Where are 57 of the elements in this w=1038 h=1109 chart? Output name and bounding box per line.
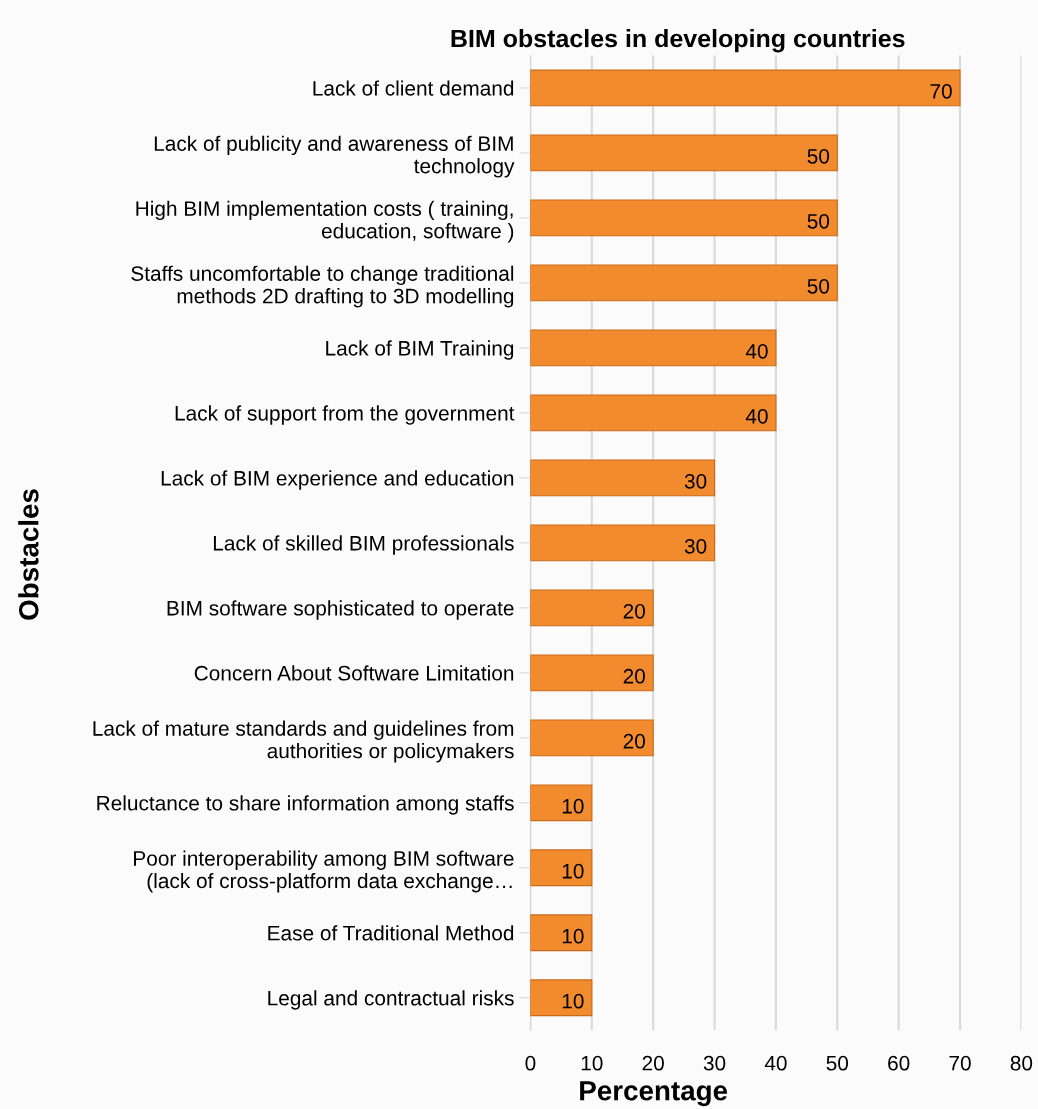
x-tick-label: 20 xyxy=(642,1055,664,1071)
y-tick-label: Lack of skilled BIM professionals xyxy=(213,535,514,555)
data-label: 70 xyxy=(930,83,952,99)
data-label: 40 xyxy=(745,408,768,424)
data-label: 30 xyxy=(684,473,707,489)
bar xyxy=(530,394,777,432)
y-tick-label: High BIM implementation costs ( training, education, software ) xyxy=(136,200,514,243)
x-tick-label: 30 xyxy=(703,1055,726,1071)
data-label: 20 xyxy=(623,733,645,749)
bar xyxy=(530,524,716,562)
y-tick-label: Reluctance to share information among staffs xyxy=(97,795,514,815)
y-tick-label: Ease of Traditional Method xyxy=(268,925,514,941)
x-tick-label: 50 xyxy=(826,1055,849,1071)
bar xyxy=(530,849,593,887)
bar xyxy=(530,329,777,367)
data-label: 20 xyxy=(623,668,645,684)
bar xyxy=(530,784,593,822)
data-label: 30 xyxy=(684,538,707,554)
y-tick-label: Lack of support from the government xyxy=(175,405,515,425)
bar xyxy=(530,719,654,757)
bar xyxy=(530,979,593,1017)
y-tick-label: Lack of mature standards and guidelines from authorities or policymakers xyxy=(93,720,514,763)
data-label: 40 xyxy=(745,343,768,359)
y-tick-label: Legal and contractual risks xyxy=(268,990,514,1010)
bar xyxy=(530,264,838,302)
bar xyxy=(530,69,961,107)
x-tick-label: 80 xyxy=(1010,1055,1033,1071)
x-axis-title: Percentage xyxy=(580,1081,728,1107)
data-label: 10 xyxy=(562,928,584,944)
y-tick-label: Lack of client demand xyxy=(313,80,514,96)
y-tick-label: Lack of publicity and awareness of BIM technology xyxy=(154,135,515,178)
data-label: 10 xyxy=(562,863,584,879)
x-tick-label: 70 xyxy=(949,1055,971,1071)
y-tick-label: Concern About Software Limitation xyxy=(194,665,514,681)
y-tick-label: Poor interoperability among BIM software (lack of cross-platform data exchange… xyxy=(134,850,514,893)
y-tick-label: Lack of BIM Training xyxy=(326,340,514,360)
data-label: 50 xyxy=(807,278,830,294)
x-tick-label: 0 xyxy=(525,1055,536,1071)
data-label: 10 xyxy=(562,993,584,1009)
data-label: 50 xyxy=(807,148,830,164)
y-tick-label: BIM software sophisticated to operate xyxy=(167,600,514,620)
x-tick-label: 60 xyxy=(888,1055,910,1071)
data-label: 10 xyxy=(562,798,584,814)
bar xyxy=(530,459,716,497)
y-tick-label: Lack of BIM experience and education xyxy=(161,470,514,490)
x-tick-label: 10 xyxy=(581,1055,603,1071)
data-label: 20 xyxy=(623,603,645,619)
data-label: 50 xyxy=(807,213,830,229)
y-axis-title: Obstacles xyxy=(18,489,39,620)
bar xyxy=(530,914,593,952)
bar xyxy=(530,654,654,692)
x-tick-label: 40 xyxy=(764,1055,787,1071)
bar xyxy=(530,199,838,237)
bar xyxy=(530,134,838,172)
y-tick-label: Staffs uncomfortable to change traditional methods 2D drafting to 3D modelling xyxy=(131,265,514,308)
bar xyxy=(530,589,654,627)
chart-title: BIM obstacles in developing countries xyxy=(451,29,905,53)
